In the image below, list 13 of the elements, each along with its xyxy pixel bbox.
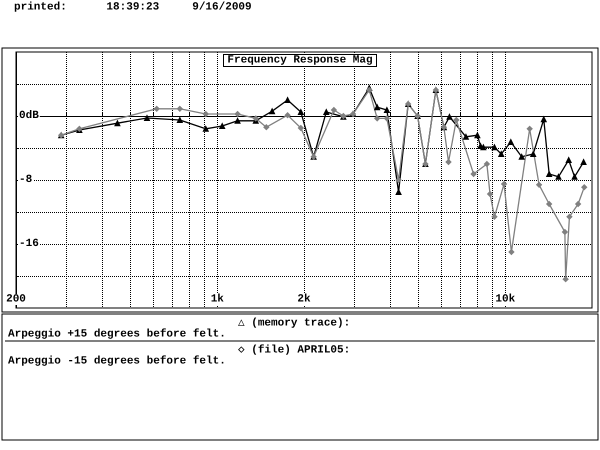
text: ◇ (file) APRIL05:	[238, 344, 350, 356]
x-tick-label: 2k	[297, 294, 311, 306]
y-tick-label: -16	[19, 238, 39, 250]
x-tick-label: 200	[6, 294, 26, 306]
chart-title: Frequency Response Mag	[227, 54, 373, 66]
text: Arpeggio +15 degrees before felt.	[8, 328, 226, 340]
x-tick-label: 1k	[210, 294, 224, 306]
x-tick-label: 10k	[495, 294, 516, 306]
text: printed: 18:39:23 9/16/2009	[14, 2, 252, 14]
text: △ (memory trace):	[238, 318, 350, 330]
y-tick-label: 0dB	[19, 110, 40, 122]
text: Arpeggio -15 degrees before felt.	[8, 354, 226, 368]
y-tick-label: -8	[19, 174, 33, 186]
